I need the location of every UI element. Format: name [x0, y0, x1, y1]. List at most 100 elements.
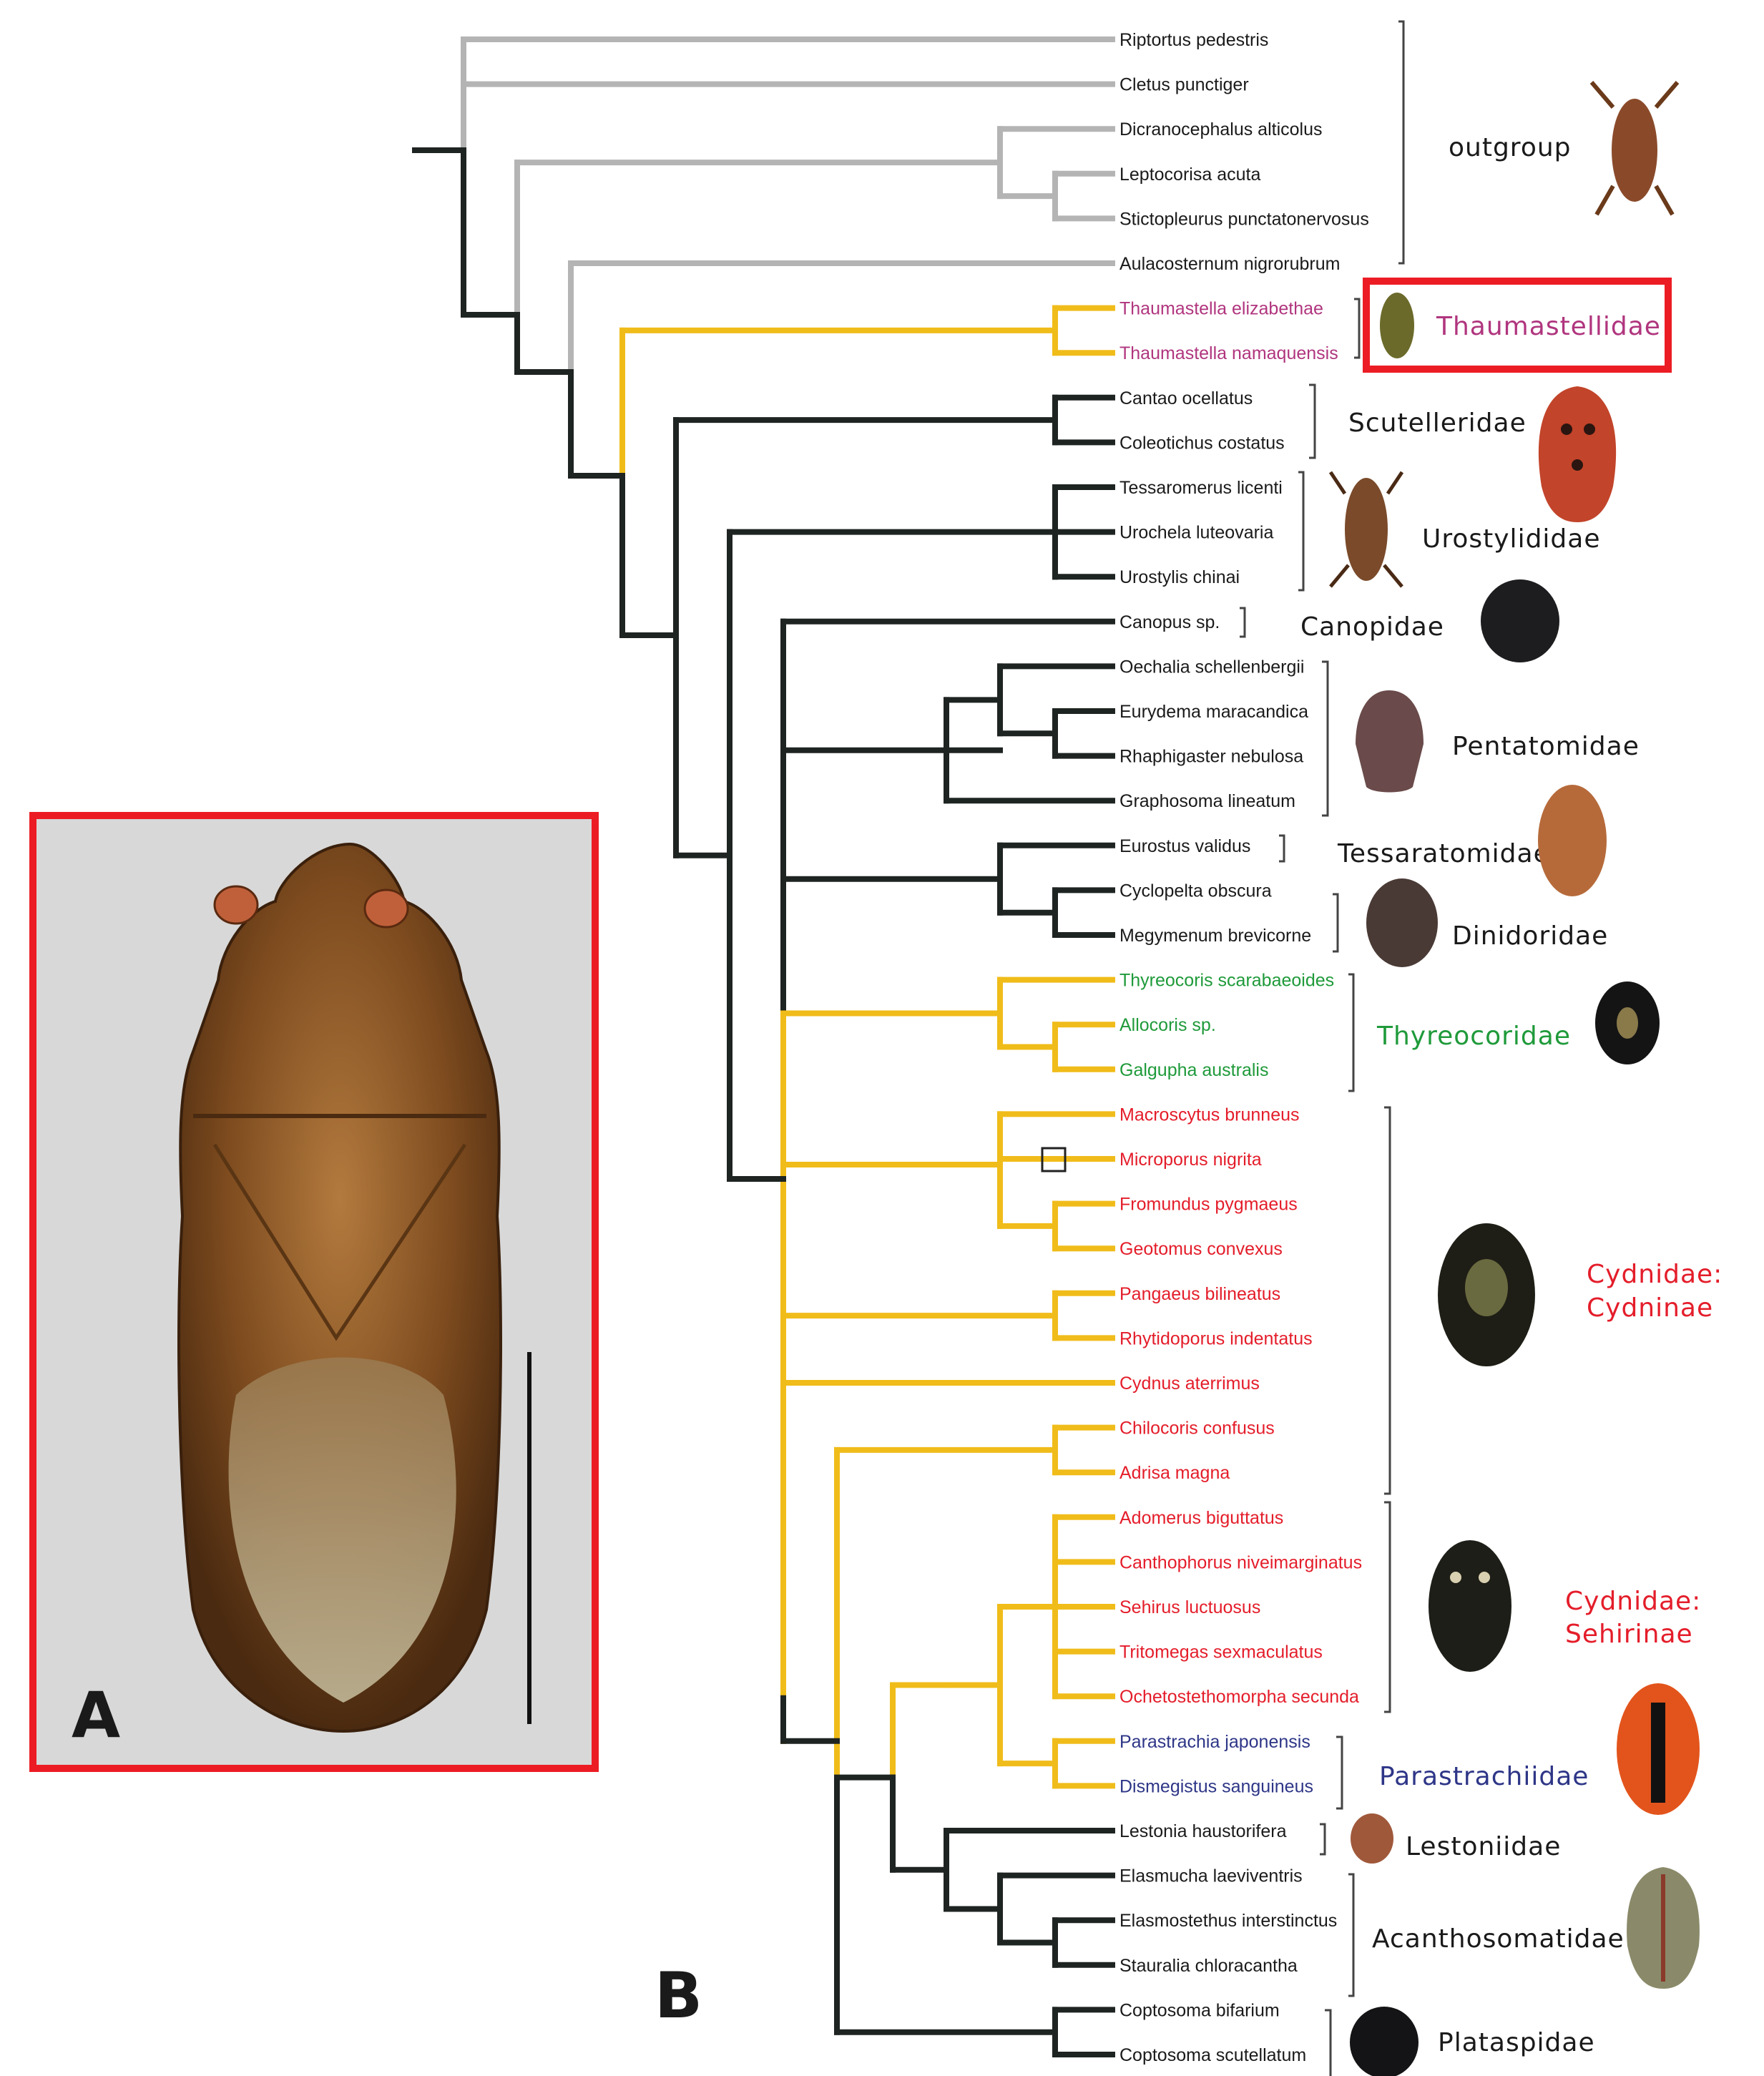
- canopidae-insect-image: [1481, 579, 1559, 662]
- label-acanthosomatidae: Acanthosomatidae: [1372, 1924, 1625, 1954]
- bracket-plataspidae: [1325, 2009, 1332, 2076]
- scutelleridae-insect-image: [1538, 386, 1617, 522]
- label-thyreocoridae: Thyreocoridae: [1376, 1022, 1571, 1051]
- bracket-sehirinae: [1384, 1501, 1391, 1713]
- tessaratomidae-insect-image: [1538, 785, 1607, 896]
- label-lestoniidae: Lestoniidae: [1406, 1832, 1561, 1861]
- taxon-label: Leptocorisa acuta: [1119, 165, 1260, 185]
- taxon-label: Cydnus aterrimus: [1119, 1374, 1260, 1394]
- taxon-label: Cletus punctiger: [1119, 75, 1249, 95]
- taxon-label: Elasmucha laeviventris: [1119, 1866, 1303, 1886]
- taxon-label: Tessaromerus licenti: [1119, 478, 1283, 498]
- pentatomidae-insect-image: [1356, 690, 1424, 793]
- taxon-label: Coptosoma scutellatum: [1119, 2045, 1306, 2065]
- label-cydninae-line1: Cydnidae:: [1587, 1260, 1723, 1289]
- bracket-canopidae: [1240, 607, 1246, 638]
- sehirinae-insect-image: [1429, 1540, 1511, 1672]
- bracket-acanthosomatidae: [1348, 1873, 1355, 1997]
- taxon-label: Adomerus biguttatus: [1119, 1508, 1283, 1528]
- parastrachiidae-insect-image: [1617, 1683, 1700, 1815]
- taxon-label: Oechalia schellenbergii: [1119, 657, 1304, 677]
- taxon-label: Pangaeus bilineatus: [1119, 1284, 1280, 1304]
- label-canopidae: Canopidae: [1300, 612, 1444, 642]
- taxon-label: Galgupha australis: [1119, 1060, 1268, 1080]
- bracket-cydninae: [1384, 1106, 1391, 1495]
- label-sehirinae-line2: Sehirinae: [1565, 1620, 1693, 1649]
- label-cydninae-line2: Cydninae: [1587, 1293, 1713, 1323]
- acanthosomatidae-insect-image: [1627, 1867, 1700, 1989]
- taxon-label: Canopus sp.: [1119, 612, 1220, 632]
- bracket-dinidoridae: [1333, 893, 1339, 953]
- taxon-label: Rhaphigaster nebulosa: [1119, 747, 1303, 767]
- label-tessaratomidae: Tessaratomidae: [1337, 839, 1550, 868]
- taxon-label: Thaumastella namaquensis: [1119, 343, 1338, 363]
- cydninae-insect-image: [1438, 1223, 1535, 1366]
- panel-b-label: B: [655, 1959, 702, 2032]
- taxon-label: Adrisa magna: [1119, 1463, 1230, 1483]
- label-scutelleridae: Scutelleridae: [1348, 408, 1527, 438]
- taxon-label: Dicranocephalus alticolus: [1119, 119, 1322, 139]
- group-brackets: [1240, 20, 1405, 2076]
- dinidoridae-insect-image: [1366, 878, 1438, 967]
- taxon-label: Thyreocoris scarabaeoides: [1119, 971, 1334, 991]
- node-marker-square: [1041, 1147, 1067, 1172]
- taxon-label: Chilocoris confusus: [1119, 1419, 1275, 1439]
- taxon-label: Tritomegas sexmaculatus: [1119, 1642, 1323, 1663]
- taxon-label: Lestonia haustorifera: [1119, 1821, 1287, 1841]
- taxon-labels: Riptortus pedestris Cletus punctiger Dicra…: [1119, 30, 1369, 2065]
- taxon-label: Sehirus luctuosus: [1119, 1597, 1260, 1617]
- phylogenetic-tree: [412, 36, 1115, 2057]
- label-dinidoridae: Dinidoridae: [1452, 921, 1608, 951]
- lestoniidae-insect-image: [1351, 1813, 1393, 1864]
- label-pentatomidae: Pentatomidae: [1452, 732, 1640, 761]
- label-thaumastellidae: Thaumastellidae: [1436, 312, 1661, 341]
- panel-a-label: A: [72, 1678, 120, 1752]
- taxon-label: Rhytidoporus indentatus: [1119, 1328, 1313, 1348]
- taxon-label: Stauralia chloracantha: [1119, 1956, 1298, 1976]
- family-labels: outgroup Thaumastellidae Scutelleridae U…: [1300, 133, 1723, 2057]
- taxon-label: Elasmostethus interstinctus: [1119, 1911, 1337, 1931]
- taxon-label: Urostylis chinai: [1119, 567, 1240, 587]
- taxon-label: Stictopleurus punctatonervosus: [1119, 209, 1369, 229]
- bracket-pentatomidae: [1322, 660, 1329, 817]
- thyreocoridae-insect-image: [1595, 981, 1660, 1064]
- bracket-outgroup: [1398, 20, 1405, 265]
- taxon-label: Parastrachia japonensis: [1119, 1732, 1310, 1752]
- taxon-label: Dismegistus sanguineus: [1119, 1776, 1313, 1796]
- taxon-label: Cyclopelta obscura: [1119, 881, 1272, 901]
- taxon-label: Geotomus convexus: [1119, 1239, 1283, 1259]
- bracket-urostylididae: [1298, 471, 1305, 592]
- bracket-parastrachiidae: [1336, 1735, 1343, 1810]
- taxon-label: Canthophorus niveimarginatus: [1119, 1552, 1362, 1572]
- label-urostylididae: Urostylididae: [1422, 524, 1600, 554]
- specimen-photo: [177, 842, 502, 1733]
- taxon-label: Eurydema maracandica: [1119, 702, 1308, 722]
- taxon-label: Microporus nigrita: [1119, 1150, 1262, 1170]
- bracket-thyreocoridae: [1348, 973, 1355, 1092]
- taxon-label: Urochela luteovaria: [1119, 523, 1273, 543]
- taxon-label: Aulacosternum nigrorubrum: [1119, 254, 1340, 274]
- bracket-thaumastellidae: [1354, 298, 1361, 359]
- taxon-label: Thaumastella elizabethae: [1119, 299, 1323, 319]
- taxon-label: Megymenum brevicorne: [1119, 926, 1311, 946]
- label-outgroup: outgroup: [1449, 133, 1572, 162]
- label-plataspidae: Plataspidae: [1438, 2028, 1595, 2057]
- taxon-label: Eurostus validus: [1119, 836, 1250, 856]
- bracket-tessaratomidae: [1279, 834, 1285, 863]
- bracket-lestoniidae: [1320, 1823, 1326, 1856]
- panel-a: A: [29, 812, 599, 1772]
- plataspidae-insect-image: [1350, 2007, 1418, 2076]
- taxon-label: Cantao ocellatus: [1119, 388, 1253, 408]
- taxon-label: Riptortus pedestris: [1119, 30, 1268, 50]
- thaumastellidae-insect-image: [1380, 293, 1414, 358]
- taxon-label: Coptosoma bifarium: [1119, 2000, 1280, 2020]
- taxon-label: Graphosoma lineatum: [1119, 791, 1295, 811]
- bracket-scutelleridae: [1309, 383, 1316, 459]
- label-sehirinae-line1: Cydnidae:: [1565, 1587, 1701, 1616]
- taxon-label: Macroscytus brunneus: [1119, 1105, 1300, 1125]
- outgroup-insect-image: [1589, 81, 1680, 216]
- urostylididae-insect-image: [1328, 471, 1404, 588]
- taxon-label: Fromundus pygmaeus: [1119, 1195, 1298, 1215]
- insect-thumbnails: [1328, 81, 1700, 2076]
